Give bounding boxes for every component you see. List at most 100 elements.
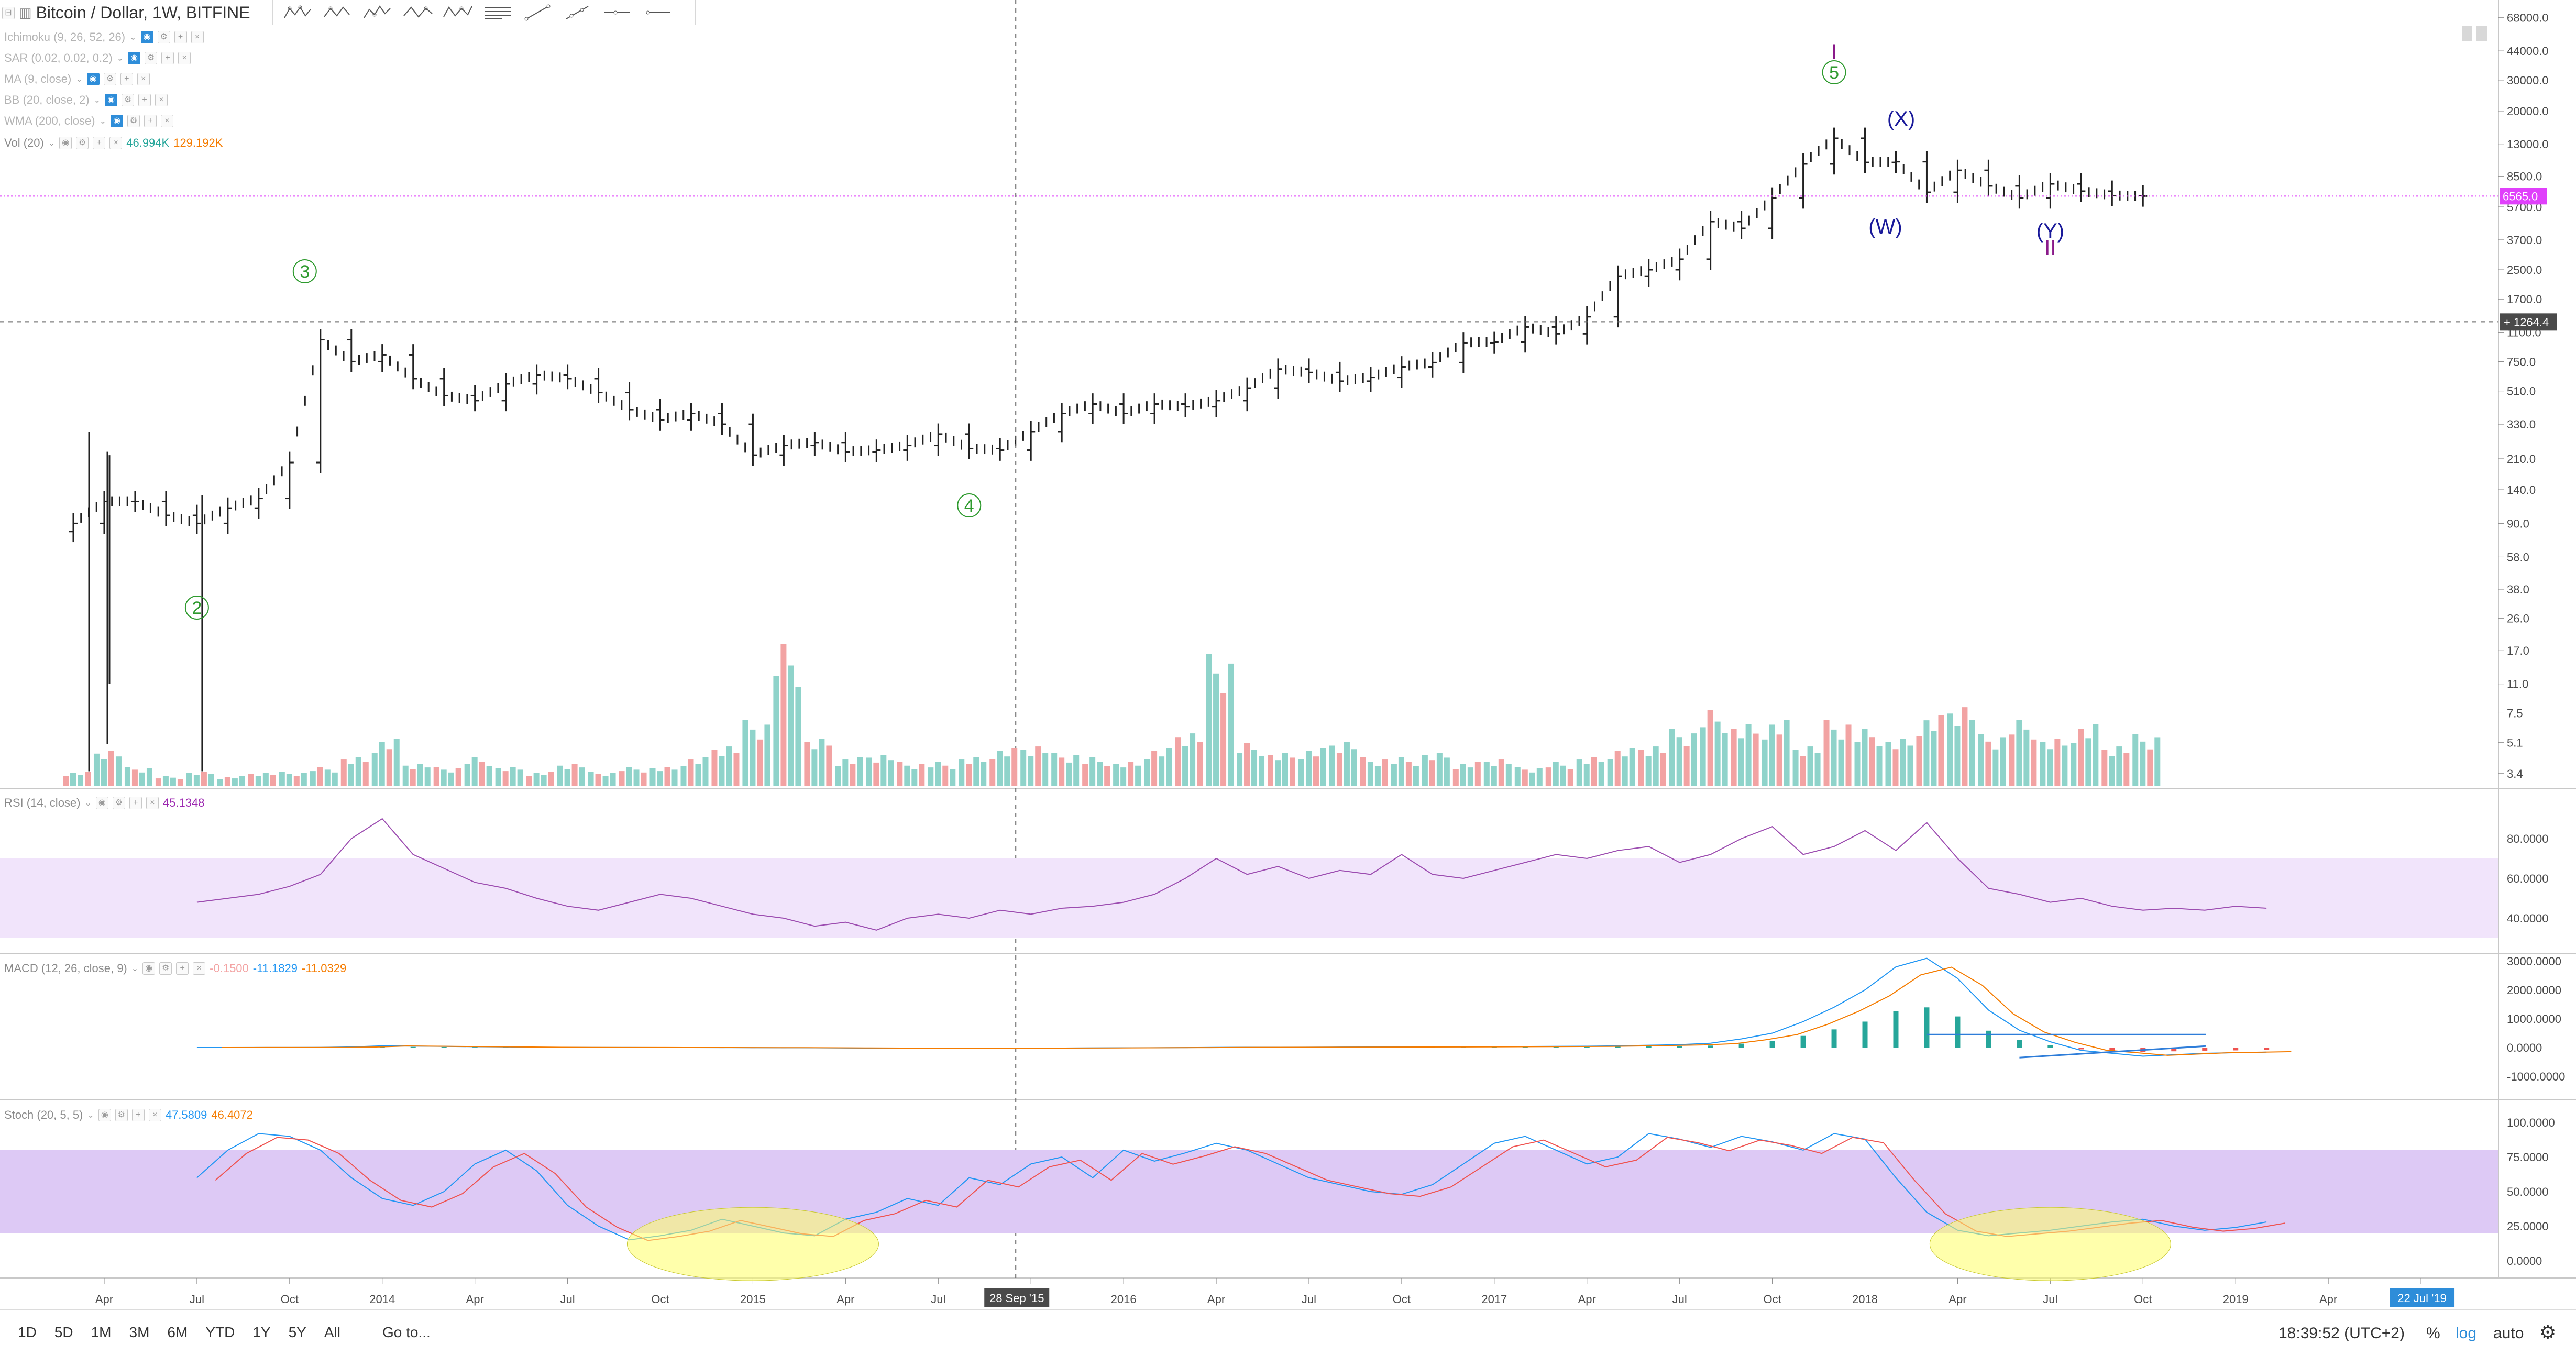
volume-bar[interactable]	[1931, 731, 1937, 786]
volume-bar[interactable]	[1251, 750, 1258, 786]
volume-bar[interactable]	[279, 772, 285, 786]
volume-bar[interactable]	[2116, 746, 2122, 786]
goto-button[interactable]: Go to...	[382, 1324, 431, 1340]
volume-bar[interactable]	[1954, 726, 1961, 786]
volume-bar[interactable]	[1175, 737, 1181, 786]
volume-bar[interactable]	[1197, 742, 1203, 786]
more-icon[interactable]: +	[174, 31, 187, 43]
volume-bar[interactable]	[664, 767, 670, 786]
volume-bar[interactable]	[1073, 755, 1080, 786]
gear-icon[interactable]: ⚙	[2539, 1321, 2557, 1343]
volume-bar[interactable]	[1313, 756, 1319, 786]
volume-bar[interactable]	[1320, 748, 1326, 786]
period-button-3m[interactable]: 3M	[129, 1324, 150, 1340]
macd-histogram-bar[interactable]	[2264, 1048, 2270, 1050]
volume-bar[interactable]	[1483, 762, 1490, 786]
volume-bar[interactable]	[93, 753, 100, 786]
volume-bar[interactable]	[1360, 757, 1366, 786]
volume-bar[interactable]	[2109, 756, 2115, 786]
volume-bar[interactable]	[733, 753, 740, 786]
macd-histogram-bar[interactable]	[1862, 1021, 1868, 1049]
volume-bar[interactable]	[486, 766, 492, 786]
volume-bar[interactable]	[1838, 739, 1844, 786]
elliott-wave-tool-icon[interactable]	[442, 3, 474, 22]
macd-histogram-bar[interactable]	[1955, 1016, 1961, 1048]
volume-bar[interactable]	[101, 759, 107, 786]
collapse-icon[interactable]: ⊟	[2, 6, 15, 19]
volume-bar[interactable]	[1745, 724, 1752, 786]
volume-bar[interactable]	[826, 745, 832, 786]
volume-bar[interactable]	[1869, 737, 1875, 786]
chevron-down-icon[interactable]: ⌄	[84, 799, 92, 808]
volume-bar[interactable]	[750, 729, 756, 786]
log-scale-toggle[interactable]: log	[2456, 1325, 2477, 1342]
volume-bar[interactable]	[1700, 727, 1706, 786]
eye-icon[interactable]: ◉	[142, 962, 156, 975]
volume-bar[interactable]	[63, 776, 69, 786]
volume-bar[interactable]	[671, 769, 678, 786]
volume-bar[interactable]	[441, 769, 447, 786]
volume-bar[interactable]	[348, 764, 354, 786]
indicator-label[interactable]: BB (20, close, 2)	[4, 93, 90, 106]
rsi-legend-label[interactable]: RSI (14, close)	[4, 796, 81, 809]
volume-bar[interactable]	[2078, 729, 2084, 786]
volume-bar[interactable]	[533, 773, 540, 786]
macd-histogram-bar[interactable]	[1491, 1047, 1497, 1048]
macd-signal-line[interactable]	[222, 966, 2292, 1056]
indicator-label[interactable]: SAR (0.02, 0.02, 0.2)	[4, 51, 113, 64]
period-button-6m[interactable]: 6M	[167, 1324, 188, 1340]
volume-bar[interactable]	[804, 742, 810, 786]
volume-bar[interactable]	[757, 739, 763, 786]
volume-bar[interactable]	[1474, 762, 1481, 786]
volume-bar[interactable]	[1467, 767, 1473, 786]
close-icon[interactable]: ×	[148, 1109, 161, 1121]
pattern-tool-icon[interactable]	[322, 3, 355, 22]
volume-bar[interactable]	[177, 779, 183, 786]
volume-bar[interactable]	[1814, 753, 1821, 786]
macd-histogram-bar[interactable]	[1893, 1011, 1899, 1048]
volume-bar[interactable]	[208, 774, 214, 786]
settings-icon[interactable]: ⚙	[115, 1109, 128, 1121]
volume-bar[interactable]	[393, 739, 400, 786]
settings-icon[interactable]: ⚙	[159, 962, 172, 975]
volume-bar[interactable]	[217, 779, 223, 786]
macd-histogram-bar[interactable]	[2078, 1048, 2084, 1050]
pattern-tool-icon[interactable]	[282, 3, 315, 22]
volume-bar[interactable]	[1004, 756, 1010, 786]
volume-bar[interactable]	[742, 720, 748, 786]
volume-legend-label[interactable]: Vol (20)	[4, 136, 44, 149]
indicator-label[interactable]: MA (9, close)	[4, 72, 72, 85]
volume-bar[interactable]	[680, 766, 687, 786]
volume-bar[interactable]	[1011, 748, 1018, 786]
volume-bar[interactable]	[78, 775, 83, 786]
macd-histogram-bar[interactable]	[1615, 1046, 1621, 1048]
macd-histogram-bar[interactable]	[1522, 1047, 1528, 1048]
volume-bar[interactable]	[410, 769, 416, 786]
macd-histogram-bar[interactable]	[2171, 1048, 2177, 1052]
volume-bar[interactable]	[1405, 762, 1412, 786]
volume-bar[interactable]	[1159, 756, 1165, 786]
volume-bar[interactable]	[1097, 762, 1103, 786]
volume-bar[interactable]	[2023, 729, 2030, 786]
eye-icon[interactable]: ◉	[86, 73, 100, 85]
volume-bar[interactable]	[1213, 673, 1219, 786]
volume-bar[interactable]	[1545, 767, 1551, 786]
volume-bar[interactable]	[788, 665, 794, 786]
volume-bar[interactable]	[1398, 757, 1404, 786]
volume-bar[interactable]	[1522, 769, 1528, 786]
volume-bar[interactable]	[270, 775, 276, 786]
volume-bar[interactable]	[70, 773, 76, 786]
macd-histogram-bar[interactable]	[1646, 1046, 1652, 1048]
more-icon[interactable]: +	[144, 115, 157, 127]
period-button-ytd[interactable]: YTD	[205, 1324, 235, 1340]
volume-bar[interactable]	[1923, 720, 1930, 786]
volume-bar[interactable]	[1938, 715, 1944, 786]
period-button-1y[interactable]: 1Y	[252, 1324, 271, 1340]
chevron-down-icon[interactable]: ⌄	[48, 139, 56, 148]
volume-bar[interactable]	[1714, 721, 1721, 786]
auto-scale-toggle[interactable]: auto	[2493, 1325, 2524, 1342]
eye-icon[interactable]: ◉	[105, 94, 118, 106]
volume-bar[interactable]	[1591, 757, 1597, 786]
macd-legend-label[interactable]: MACD (12, 26, close, 9)	[4, 962, 127, 975]
volume-bar[interactable]	[842, 759, 849, 786]
